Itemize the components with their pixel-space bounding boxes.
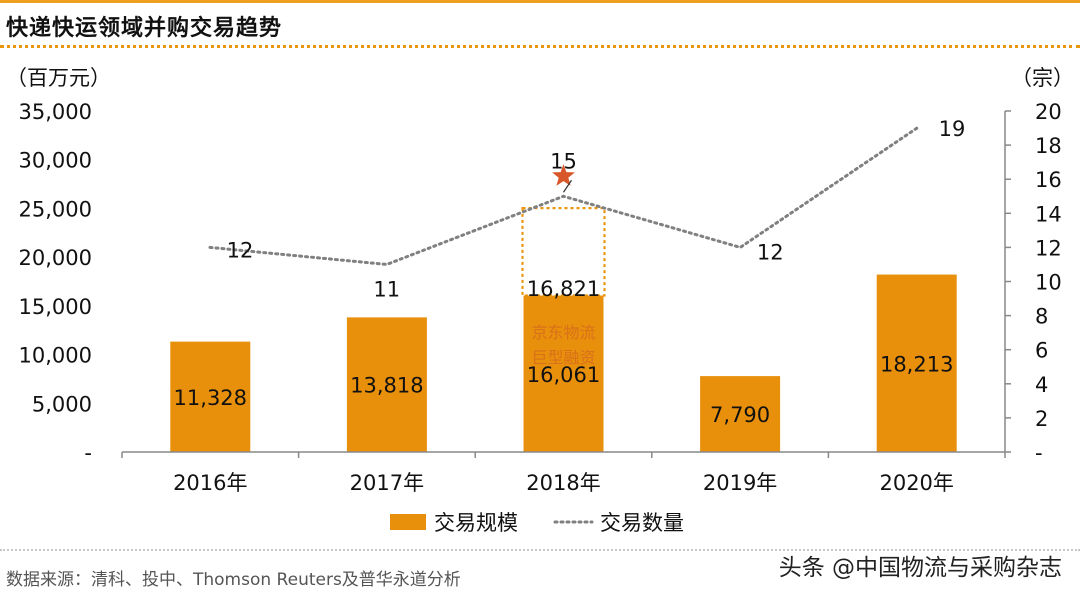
highlight-text-line-1: 巨型融资 [531,348,595,367]
bar-3 [700,376,781,452]
right-tick-label-3: 6 [1035,339,1048,363]
line-value-label-2: 15 [550,149,577,173]
left-tick-label-2: 10,000 [19,344,92,368]
right-tick-label-9: 18 [1035,134,1062,158]
line-value-label-0: 12 [227,238,254,262]
x-tick-label-0: 2016年 [173,471,247,495]
legend-bar-swatch [390,514,426,530]
right-axis-unit: （宗） [1011,66,1074,90]
watermark: 头条 @中国物流与采购杂志 [778,555,1062,581]
count-line [208,126,919,266]
left-tick-label-3: 15,000 [19,295,92,319]
x-tick-label-4: 2020年 [879,471,953,495]
right-tick-label-1: 2 [1035,407,1048,431]
left-axis-unit: （百万元） [6,66,111,90]
line-value-label-1: 11 [373,277,400,301]
bar-value-label-4: 18,213 [880,352,953,376]
x-tick-label-2: 2018年 [526,471,600,495]
chart-title: 快递快运领域并购交易趋势 [6,16,283,41]
right-tick-label-7: 14 [1035,202,1062,226]
top-accent-bar [0,0,1080,3]
bar-1 [346,317,427,452]
bar-0 [170,341,251,452]
highlight-box [521,207,606,297]
right-tick-label-6: 12 [1035,236,1062,260]
left-tick-label-6: 30,000 [19,149,92,173]
source-note: 数据来源：清科、投中、Thomson Reuters及普华永道分析 [6,570,461,590]
footer-divider [0,549,1080,551]
right-tick-label-4: 8 [1035,305,1048,329]
line-value-label-3: 12 [757,240,784,264]
left-tick-label-0: - [84,441,92,465]
bar-value-label-3: 7,790 [710,403,770,427]
legend-bar-label: 交易规模 [434,511,518,535]
legend-line-label: 交易数量 [600,511,684,535]
left-tick-label-5: 25,000 [19,197,92,221]
bar-value-label-1: 13,818 [350,374,423,398]
right-tick-label-10: 20 [1035,100,1062,124]
bar-value-label-0: 11,328 [174,386,247,410]
highlight-text-line-0: 京东物流 [531,323,595,342]
line-value-label-4: 19 [939,117,966,141]
combo-chart: 11,328 13,818 16,061 7,790 18,213 16,821 京东物流巨… [6,66,1074,535]
x-tick-label-1: 2017年 [350,471,424,495]
right-tick-label-2: 4 [1035,373,1048,397]
line-label-leader [563,179,572,193]
left-tick-label-1: 5,000 [32,392,92,416]
right-tick-label-8: 16 [1035,168,1062,192]
title-divider [0,45,1080,48]
bar-value-label-2: 16,061 [527,363,600,387]
left-tick-label-4: 20,000 [19,246,92,270]
bar-2 [523,295,604,452]
right-tick-label-5: 10 [1035,271,1062,295]
right-tick-label-0: - [1035,441,1043,465]
x-tick-label-3: 2019年 [703,471,777,495]
left-tick-label-7: 35,000 [19,100,92,124]
highlight-star-icon [552,164,575,186]
bar-4 [876,274,957,452]
highlight-value-label: 16,821 [527,277,600,301]
